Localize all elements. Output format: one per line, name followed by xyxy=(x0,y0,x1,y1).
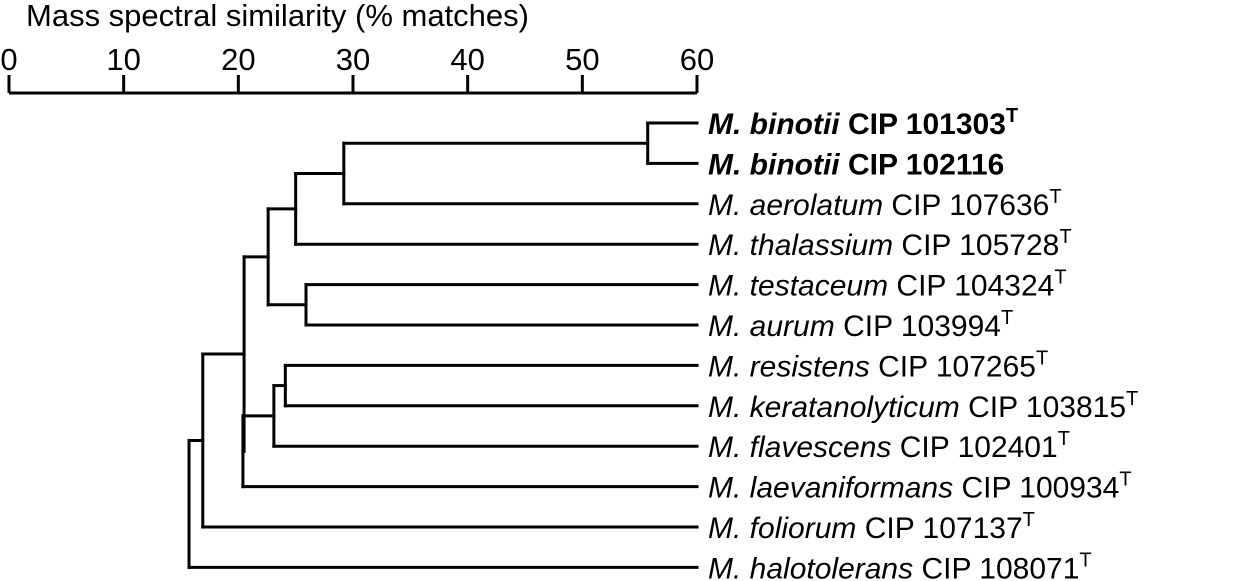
leaf-strain: CIP 107137 xyxy=(865,512,1023,545)
leaf-strain: CIP 103815 xyxy=(968,391,1126,424)
leaf-species: resistens xyxy=(750,350,870,383)
leaf-genus: M. xyxy=(708,310,741,343)
leaf-genus: M. xyxy=(708,552,741,581)
leaf-species: halotolerans xyxy=(750,552,913,581)
leaf-species: flavescens xyxy=(750,431,892,464)
leaf-label: M. thalassium CIP 105728T xyxy=(708,226,1072,262)
type-strain-mark: T xyxy=(1001,307,1013,329)
leaf-strain: CIP 108071 xyxy=(921,552,1079,581)
leaf-genus: M. xyxy=(708,229,741,262)
axis-tick-label: 10 xyxy=(106,42,140,77)
leaf-species: foliorum xyxy=(750,512,857,545)
leaf-label: M. foliorum CIP 107137T xyxy=(708,509,1035,545)
leaf-strain: CIP 105728 xyxy=(901,229,1059,262)
leaf-species: keratanolyticum xyxy=(750,391,960,424)
type-strain-mark: T xyxy=(1054,267,1066,289)
leaf-label: M. aerolatum CIP 107636T xyxy=(708,186,1062,222)
leaf-label: M. keratanolyticum CIP 103815T xyxy=(708,388,1138,424)
leaf-genus: M. xyxy=(708,270,741,303)
type-strain-mark: T xyxy=(1079,549,1091,571)
axis-tick-label: 50 xyxy=(565,42,599,77)
type-strain-mark: T xyxy=(1126,388,1138,410)
leaf-label: M. laevaniformans CIP 100934T xyxy=(708,469,1132,505)
axis-tick-label: 0 xyxy=(0,42,17,77)
leaf-strain: CIP 107265 xyxy=(878,350,1036,383)
type-strain-mark: T xyxy=(1058,428,1070,450)
axis-tick-label: 30 xyxy=(336,42,370,77)
axis-tick-label: 40 xyxy=(450,42,484,77)
axis-title: Mass spectral similarity (% matches) xyxy=(26,0,529,33)
leaf-genus: M. xyxy=(708,148,741,181)
type-strain-mark: T xyxy=(1006,105,1018,127)
similarity-axis: 0 10 20 30 40 50 60 xyxy=(0,42,714,95)
leaf-species: binotii xyxy=(750,148,841,181)
leaf-strain: CIP 104324 xyxy=(896,270,1054,303)
dendrogram-tree xyxy=(187,121,699,569)
leaf-species: aurum xyxy=(750,310,835,343)
leaf-genus: M. xyxy=(708,350,741,383)
leaf-strain: CIP 101303 xyxy=(848,108,1006,141)
leaf-label: M. binotii CIP 102116 xyxy=(708,148,1004,181)
axis-tick-label: 20 xyxy=(221,42,255,77)
type-strain-mark: T xyxy=(1023,509,1035,531)
leaf-species: laevaniformans xyxy=(750,472,953,505)
leaf-label: M. flavescens CIP 102401T xyxy=(708,428,1070,464)
leaf-species: aerolatum xyxy=(750,189,883,222)
leaf-genus: M. xyxy=(708,189,741,222)
type-strain-mark: T xyxy=(1119,469,1131,491)
leaf-genus: M. xyxy=(708,431,741,464)
type-strain-mark: T xyxy=(1049,186,1061,208)
leaf-genus: M. xyxy=(708,472,741,505)
leaf-genus: M. xyxy=(708,512,741,545)
axis-tick-label: 60 xyxy=(680,42,714,77)
leaf-label: M. binotii CIP 101303T xyxy=(708,105,1018,141)
leaf-species: testaceum xyxy=(750,270,888,303)
leaf-strain: CIP 100934 xyxy=(961,472,1119,505)
type-strain-mark: T xyxy=(1059,226,1071,248)
leaf-label: M. aurum CIP 103994T xyxy=(708,307,1013,343)
leaf-genus: M. xyxy=(708,391,741,424)
leaf-species: binotii xyxy=(750,108,841,141)
leaf-strain: CIP 102116 xyxy=(848,148,1004,181)
leaf-strain: CIP 107636 xyxy=(891,189,1049,222)
leaf-label: M. resistens CIP 107265T xyxy=(708,347,1048,383)
leaf-label: M. halotolerans CIP 108071T xyxy=(708,549,1092,581)
leaf-label: M. testaceum CIP 104324T xyxy=(708,267,1067,303)
type-strain-mark: T xyxy=(1036,347,1048,369)
leaf-genus: M. xyxy=(708,108,741,141)
leaf-species: thalassium xyxy=(750,229,893,262)
leaf-strain: CIP 102401 xyxy=(900,431,1058,464)
leaf-strain: CIP 103994 xyxy=(843,310,1001,343)
